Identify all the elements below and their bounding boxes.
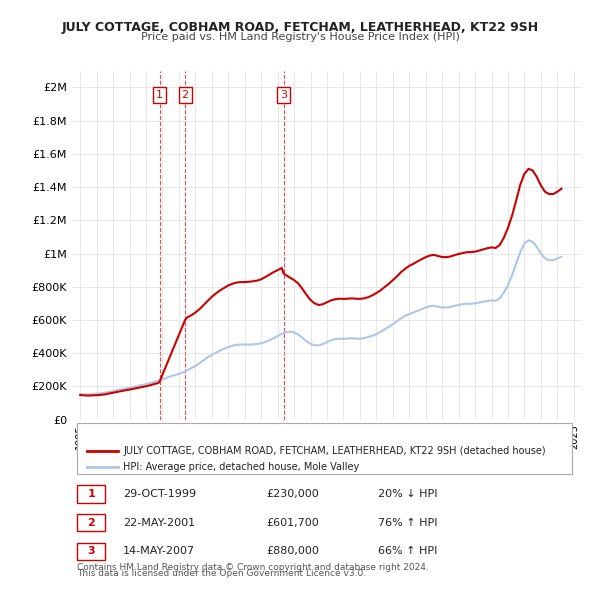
Text: 29-OCT-1999: 29-OCT-1999 [123,489,196,499]
Text: HPI: Average price, detached house, Mole Valley: HPI: Average price, detached house, Mole… [123,462,359,472]
Text: JULY COTTAGE, COBHAM ROAD, FETCHAM, LEATHERHEAD, KT22 9SH (detached house): JULY COTTAGE, COBHAM ROAD, FETCHAM, LEAT… [123,447,545,456]
Text: 14-MAY-2007: 14-MAY-2007 [123,546,195,556]
Text: 3: 3 [88,546,95,556]
Text: Price paid vs. HM Land Registry's House Price Index (HPI): Price paid vs. HM Land Registry's House … [140,32,460,42]
Text: 1: 1 [156,90,163,100]
Text: 22-MAY-2001: 22-MAY-2001 [123,517,195,527]
Text: 2: 2 [87,517,95,527]
Text: JULY COTTAGE, COBHAM ROAD, FETCHAM, LEATHERHEAD, KT22 9SH: JULY COTTAGE, COBHAM ROAD, FETCHAM, LEAT… [61,21,539,34]
Text: Contains HM Land Registry data © Crown copyright and database right 2024.: Contains HM Land Registry data © Crown c… [77,563,429,572]
FancyBboxPatch shape [77,543,105,560]
Text: This data is licensed under the Open Government Licence v3.0.: This data is licensed under the Open Gov… [77,569,366,578]
FancyBboxPatch shape [77,486,105,503]
FancyBboxPatch shape [77,514,105,532]
Text: 2: 2 [182,90,189,100]
Text: £230,000: £230,000 [266,489,319,499]
Text: 1: 1 [87,489,95,499]
Text: £601,700: £601,700 [266,517,319,527]
Text: 20% ↓ HPI: 20% ↓ HPI [378,489,437,499]
FancyBboxPatch shape [77,423,572,474]
Text: £880,000: £880,000 [266,546,319,556]
Text: 66% ↑ HPI: 66% ↑ HPI [378,546,437,556]
Text: 3: 3 [280,90,287,100]
Text: 76% ↑ HPI: 76% ↑ HPI [378,517,437,527]
